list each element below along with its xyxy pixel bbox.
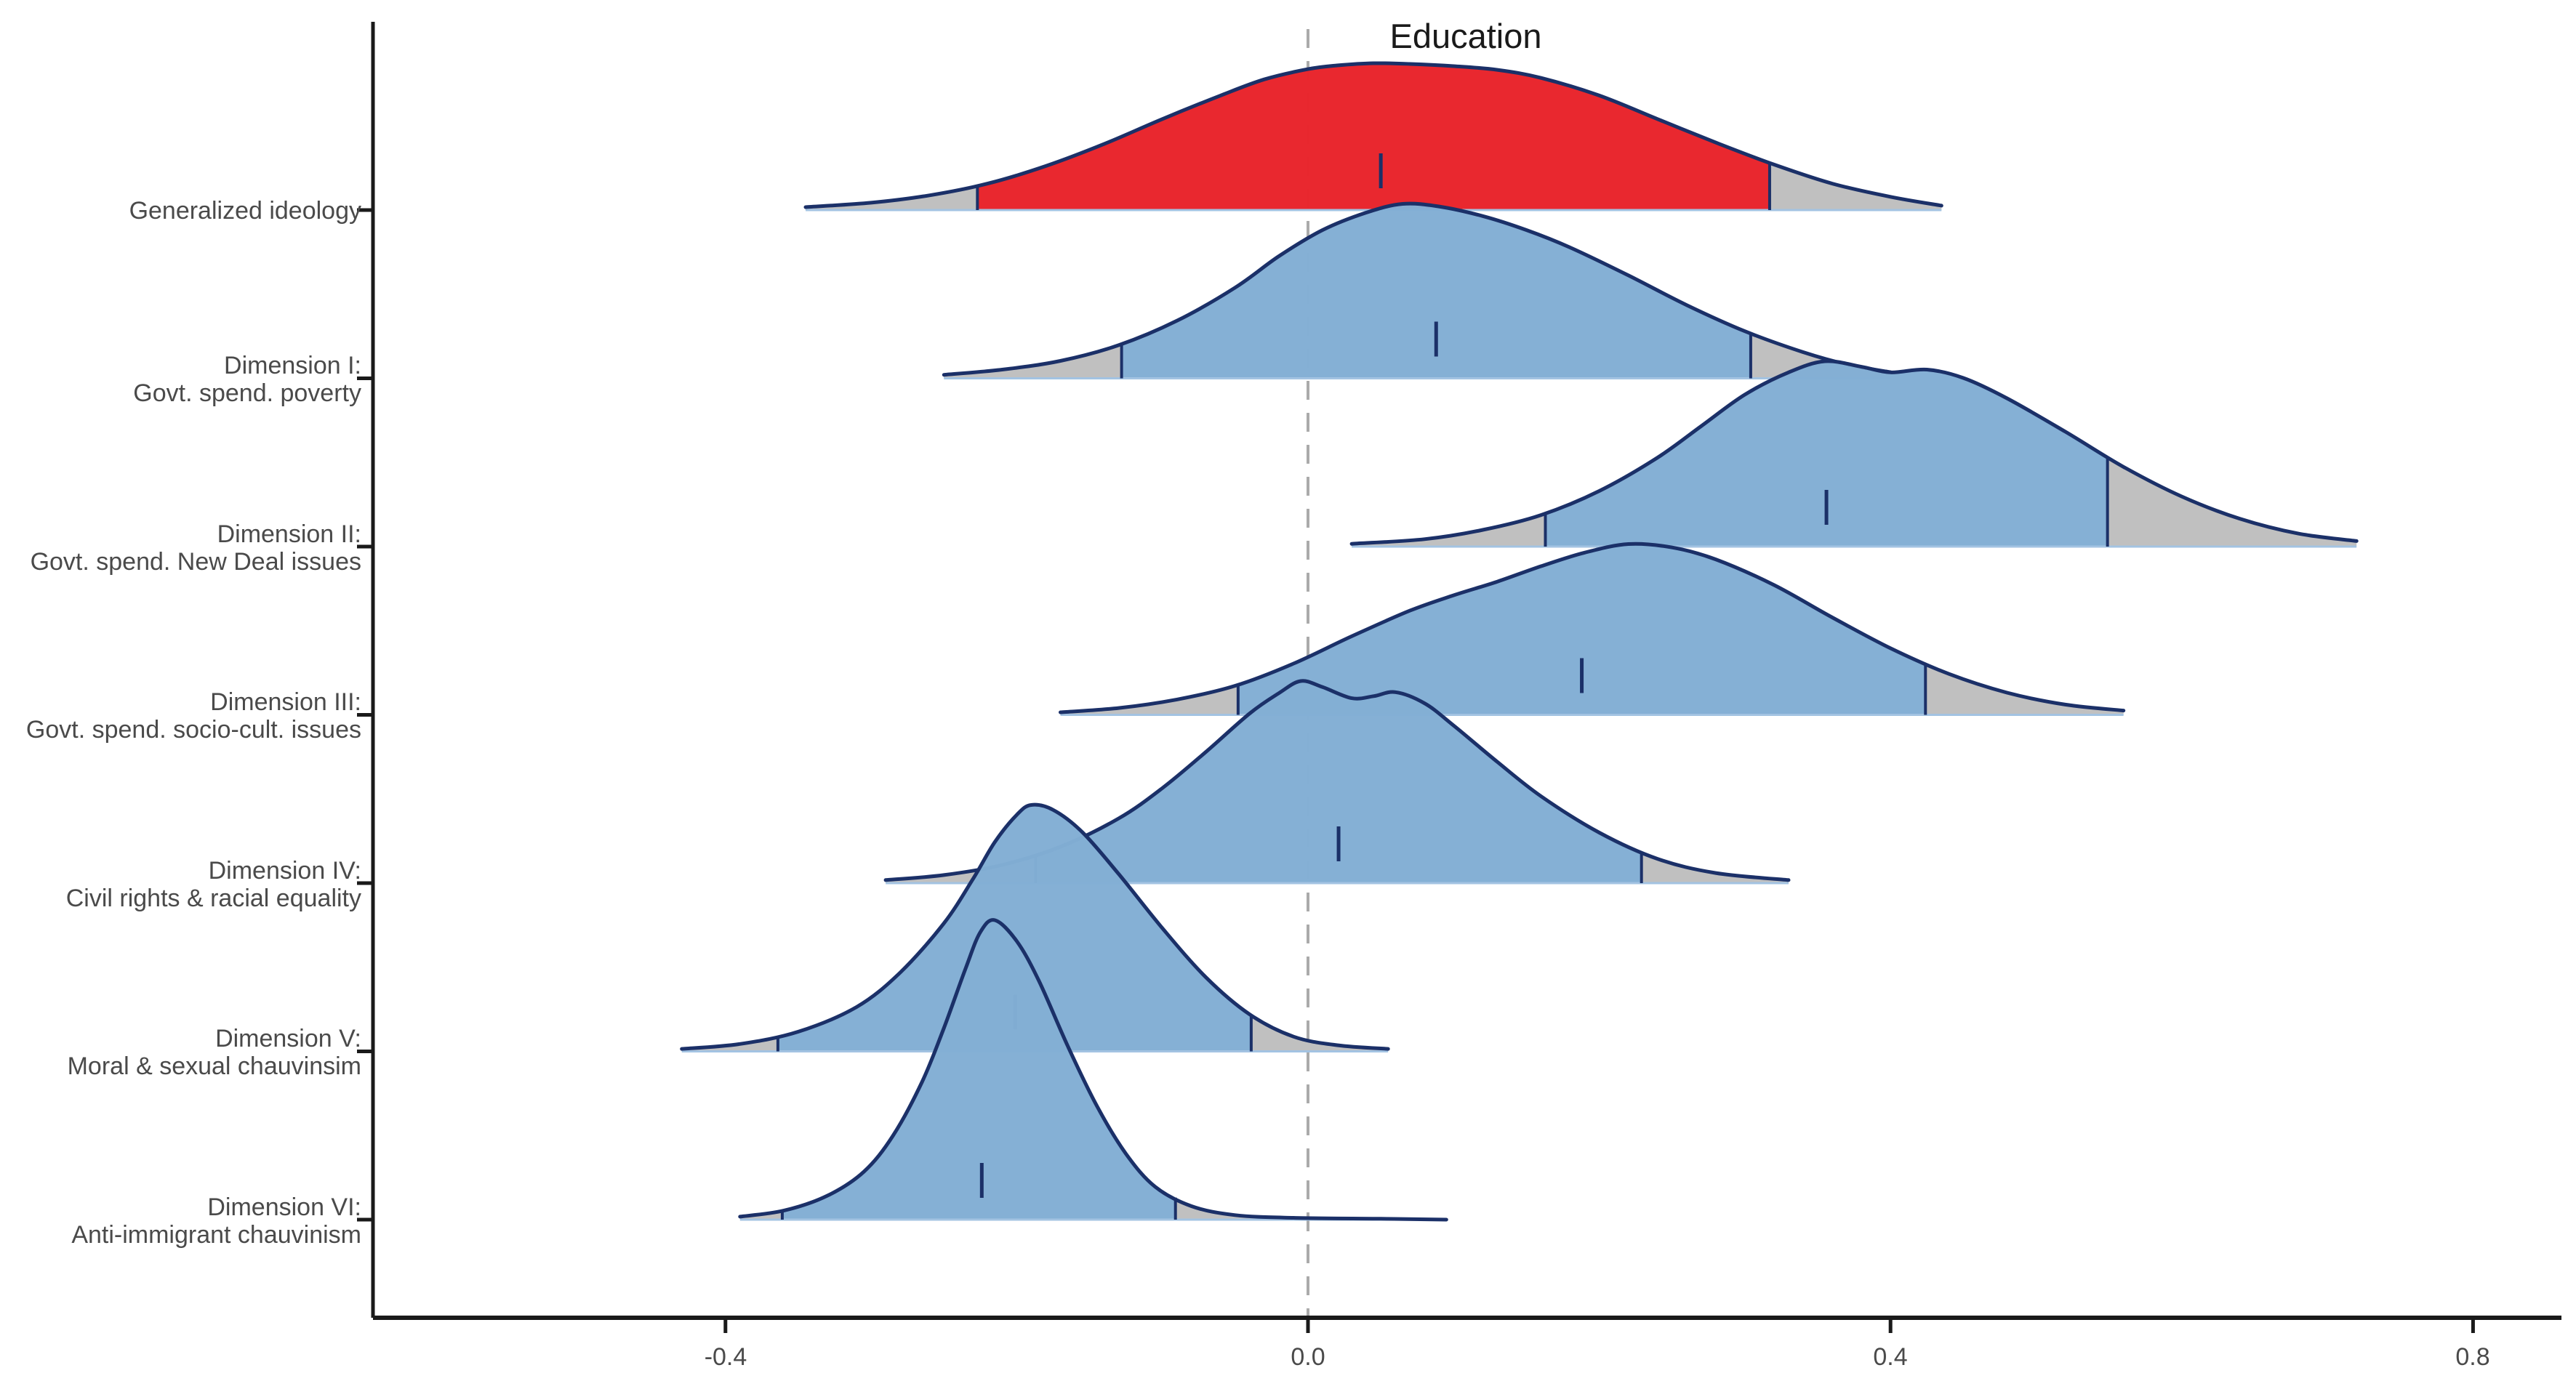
credible-interval-area: [777, 805, 1253, 1052]
density-outline: [803, 61, 1943, 209]
x-tick-label: 0.0: [1291, 1343, 1325, 1371]
credible-interval-area: [1121, 204, 1752, 379]
row-label-dimension-5: Dimension V: Moral & sexual chauvinsim: [68, 1025, 361, 1080]
ridge-row: [942, 201, 1893, 379]
ridge-row: [803, 61, 1943, 212]
axes-layer: [357, 22, 2561, 1333]
density-ridges-layer: [680, 61, 2359, 1222]
row-label-dimension-6: Dimension VI: Anti-immigrant chauvinism: [71, 1193, 361, 1249]
chart-title: Education: [1389, 17, 1541, 55]
density-outline: [738, 918, 1448, 1222]
density-outline: [942, 201, 1893, 377]
ridge-row: [1059, 541, 2126, 716]
credible-interval-area: [1237, 544, 1926, 715]
credible-interval-area: [977, 63, 1770, 210]
x-tick-label: 0.4: [1873, 1343, 1907, 1371]
x-tick-label: -0.4: [705, 1343, 747, 1371]
ridge-row: [738, 918, 1448, 1222]
row-label-dimension-1: Dimension I: Govt. spend. poverty: [133, 352, 361, 407]
credible-interval-area: [1545, 361, 2108, 547]
credible-interval-area: [1035, 680, 1642, 883]
ridge-row: [680, 802, 1390, 1052]
density-outline: [680, 802, 1390, 1051]
density-outline: [1349, 359, 2359, 546]
x-tick-label: 0.8: [2455, 1343, 2489, 1371]
y-axis-labels: Generalized ideology Dimension I: Govt. s…: [26, 197, 361, 1249]
ridge-row: [1349, 359, 2359, 548]
x-axis-tick-labels: -0.4 0.0 0.4 0.8: [705, 1343, 2490, 1371]
row-label-dimension-2: Dimension II: Govt. spend. New Deal issue…: [31, 520, 361, 576]
row-label-generalized-ideology: Generalized ideology: [129, 197, 361, 225]
row-label-dimension-4: Dimension IV: Civil rights & racial equal…: [66, 857, 361, 912]
credible-interval-area: [779, 919, 1176, 1220]
density-outline: [1059, 541, 2126, 714]
row-label-dimension-3: Dimension III: Govt. spend. socio-cult. i…: [26, 688, 361, 744]
